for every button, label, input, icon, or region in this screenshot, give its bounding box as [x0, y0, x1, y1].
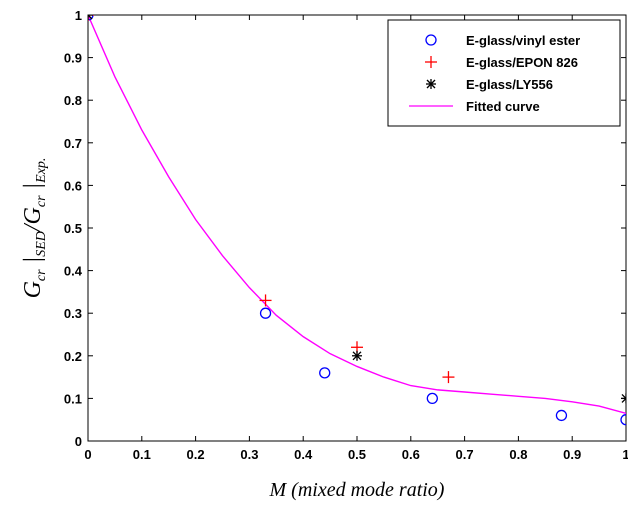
data-point	[620, 414, 626, 426]
ast-d2	[352, 351, 362, 361]
series-3	[88, 15, 626, 414]
y-axis-label: Gcr |SED/Gcr |Exp.	[20, 158, 49, 299]
data-point	[259, 307, 272, 319]
fitted-curve-line	[88, 15, 626, 414]
y-tick-label: 0.3	[64, 306, 82, 321]
x-axis-label: M (mixed mode ratio)	[269, 479, 445, 501]
x-tick-label: 0.5	[348, 447, 366, 462]
data-point	[319, 367, 331, 379]
data-point	[442, 371, 455, 384]
legend-item: Fitted curve	[409, 99, 540, 114]
circle-marker	[259, 307, 272, 319]
x-tick-label: 0.6	[402, 447, 420, 462]
data-point	[621, 393, 626, 404]
x-tick-label: 0.9	[563, 447, 581, 462]
series-1	[88, 15, 455, 384]
circle-marker	[425, 34, 437, 46]
y-label-slash: /	[20, 222, 46, 233]
x-tick-label: 1	[622, 447, 628, 462]
y-tick-label: 0.6	[64, 178, 82, 193]
circle-marker	[555, 409, 568, 422]
x-tick-label: 0.4	[294, 447, 313, 462]
legend-item: E-glass/LY556	[426, 77, 553, 92]
y-tick-label: 0.1	[64, 391, 82, 406]
y-tick-label: 0.9	[64, 51, 82, 66]
legend-item: E-glass/vinyl ester	[425, 33, 580, 48]
x-tick-label: 0.3	[240, 447, 258, 462]
data-point	[259, 294, 272, 307]
y-label-g2: G	[20, 207, 46, 224]
x-tick-label: 0.2	[187, 447, 205, 462]
y-tick-label: 1	[75, 8, 82, 23]
ast-d1	[621, 393, 626, 400]
legend-marker	[425, 34, 437, 46]
y-label-sub3: cr	[34, 195, 49, 207]
legend-label: E-glass/vinyl ester	[466, 33, 580, 48]
data-point	[426, 392, 438, 405]
y-tick-label: 0.8	[64, 93, 82, 108]
legend-label: E-glass/EPON 826	[466, 55, 578, 70]
y-label-sub4: Exp.	[34, 158, 49, 184]
y-label-g1: G	[20, 281, 46, 298]
y-tick-label: 0.5	[64, 221, 82, 236]
legend-label: Fitted curve	[466, 99, 540, 114]
data-point	[352, 350, 362, 361]
x-tick-label: 0.1	[133, 447, 151, 462]
series-layer	[88, 15, 626, 426]
ast-d2	[426, 79, 436, 89]
svg-text:Gcr |SED/Gcr |Exp.: Gcr |SED/Gcr |Exp.	[20, 158, 49, 299]
x-tick-label: 0.8	[509, 447, 527, 462]
series-0	[88, 15, 626, 426]
circle-marker	[620, 414, 626, 426]
y-tick-label: 0.4	[64, 264, 83, 279]
legend-marker	[426, 79, 436, 89]
y-label-sub1: cr	[34, 269, 49, 281]
circle-marker	[319, 367, 331, 379]
legend: E-glass/vinyl ester E-glass/EPON 826 E-gla…	[387, 19, 621, 127]
data-point	[555, 409, 568, 422]
x-tick-label: 0.7	[456, 447, 474, 462]
x-tick-label: 0	[84, 447, 91, 462]
ast-d2	[621, 397, 626, 403]
circle-marker	[426, 392, 438, 405]
legend-marker	[425, 56, 437, 68]
legend-item: E-glass/EPON 826	[425, 55, 578, 70]
x-axis: 0 0.1 0.2 0.3 0.4 0.5 0.6 0.7 0.8 0.9 1	[84, 15, 628, 462]
y-tick-label: 0.7	[64, 136, 82, 151]
ast-d1	[88, 15, 93, 20]
data-point	[88, 15, 93, 20]
y-tick-label: 0	[75, 434, 82, 449]
y-label-sub2: SED	[34, 231, 49, 257]
y-tick-label: 0.2	[64, 349, 82, 364]
series-2	[88, 15, 626, 404]
legend-label: E-glass/LY556	[466, 77, 553, 92]
y-axis: 0 0.1 0.2 0.3 0.4 0.5 0.6 0.7 0.8 0.9 1	[64, 8, 626, 449]
